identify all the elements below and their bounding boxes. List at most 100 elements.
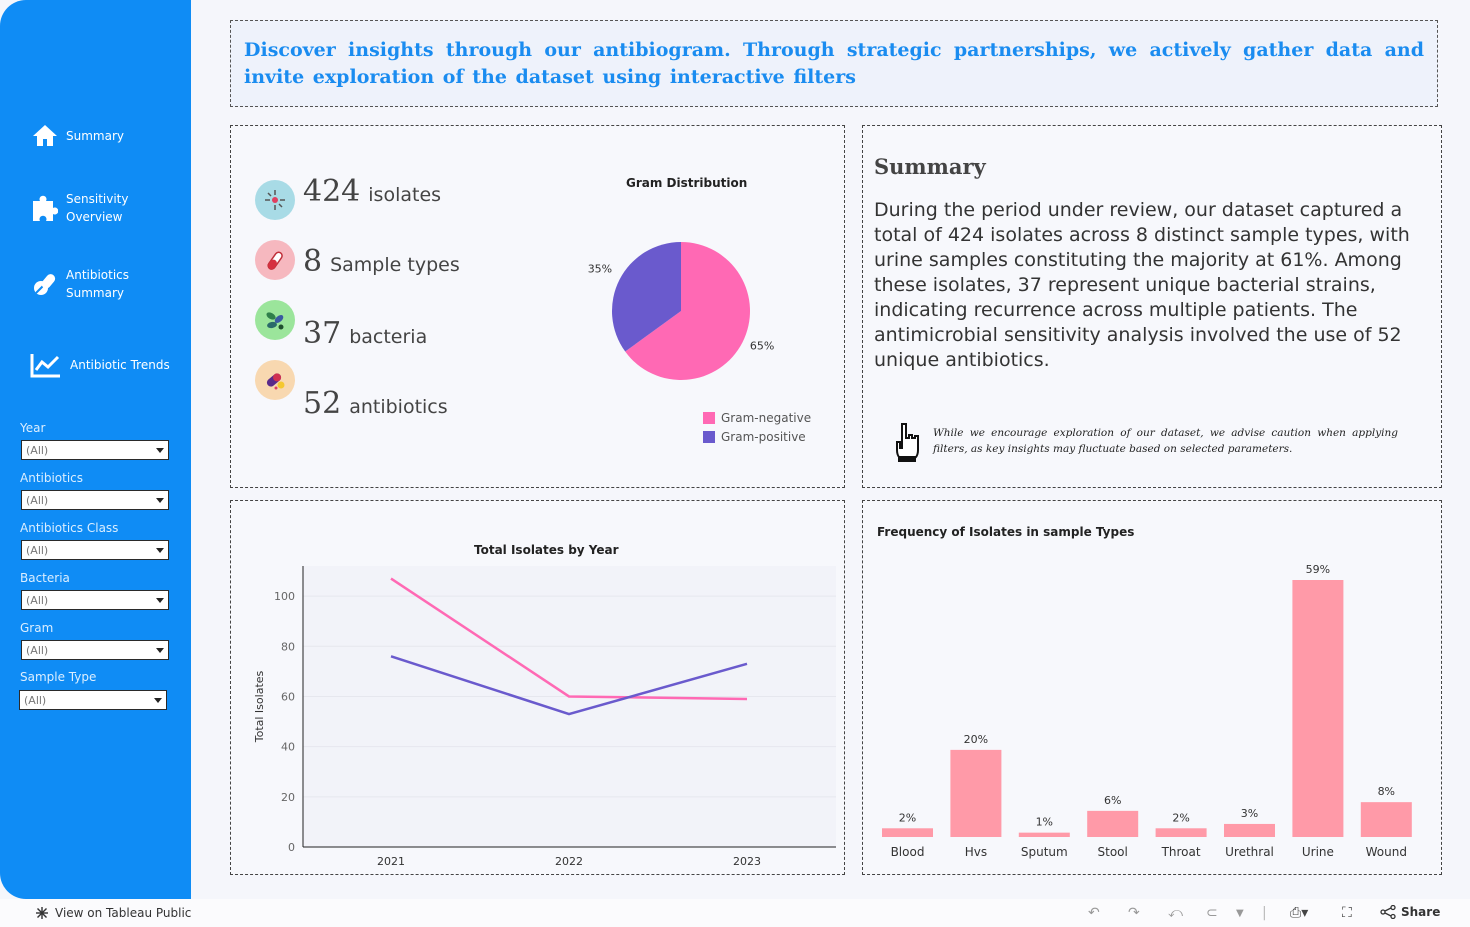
tableau-logo-icon [36, 907, 48, 919]
filter-antibiotics-label: Antibiotics [20, 471, 84, 485]
x-tick-label: 2023 [733, 855, 761, 868]
stat-isolates: 424 isolates [303, 174, 441, 209]
summary-panel: Summary During the period under review, … [862, 125, 1442, 488]
share-button[interactable]: Share [1380, 905, 1440, 919]
bar-category-label: Throat [1161, 845, 1201, 859]
bar-value-label: 1% [1036, 816, 1053, 829]
stat-antibiotics-label: antibiotics [349, 396, 448, 418]
bar-urine[interactable] [1292, 580, 1344, 837]
nav-summary[interactable]: Summary [32, 124, 124, 148]
y-tick-label: 20 [281, 791, 295, 804]
y-tick-label: 60 [281, 690, 295, 703]
bar-category-label: Blood [891, 845, 925, 859]
bar-hvs[interactable] [950, 749, 1002, 837]
legend-gram-negative[interactable]: Gram-negative [703, 411, 811, 425]
download-icon[interactable]: ⎙▾ [1290, 905, 1309, 921]
stat-sample-types: 8 Sample types [303, 244, 460, 279]
bar-category-label: Stool [1098, 845, 1128, 859]
bar-wound[interactable] [1360, 802, 1412, 837]
undo-icon[interactable]: ↶ [1088, 905, 1100, 921]
y-tick-label: 40 [281, 741, 295, 754]
nav-antibiotics-summary[interactable]: Antibiotics Summary [32, 266, 129, 302]
bar-category-label: Wound [1366, 845, 1407, 859]
filter-year-select[interactable]: (All) [21, 440, 169, 460]
pie-slice-gram-positive[interactable] [612, 242, 681, 352]
sample-types-panel: Frequency of Isolates in sample Types 2%… [862, 500, 1442, 875]
chevron-down-icon [156, 447, 164, 453]
trend-chart-icon [30, 354, 60, 378]
puzzle-icon [33, 195, 58, 221]
hand-pointing-icon [896, 423, 919, 462]
bar-category-label: Urethral [1225, 845, 1274, 859]
filter-bacteria-select[interactable]: (All) [21, 590, 169, 610]
bar-urethral[interactable] [1224, 823, 1275, 837]
chevron-down-icon [156, 547, 164, 553]
chevron-down-icon [156, 597, 164, 603]
x-tick-label: 2022 [555, 855, 583, 868]
bar-blood[interactable] [882, 828, 933, 837]
filter-bacteria-label: Bacteria [20, 571, 70, 585]
stat-antibiotics-number: 52 [303, 386, 342, 421]
series-line-gram-negative[interactable] [390, 577, 748, 701]
bar-sputum[interactable] [1018, 832, 1070, 837]
gram-distribution-pie[interactable]: 65% 35% [581, 226, 811, 396]
refresh-icon[interactable]: ⊂ [1206, 905, 1218, 921]
filter-gram-select[interactable]: (All) [21, 640, 169, 660]
stat-antibiotics: 52 antibiotics [303, 386, 448, 421]
sample-types-chart[interactable]: 2% Blood 20% Hvs 1% Sputum 6% Stool 2% Throat 3% Ur… [863, 551, 1441, 871]
series-line-gram-positive[interactable] [390, 655, 748, 716]
bar-value-label: 3% [1241, 807, 1258, 820]
chevron-down-icon [156, 497, 164, 503]
gram-legend: Gram-negative Gram-positive [703, 411, 811, 449]
bar-stool[interactable] [1087, 810, 1139, 837]
filter-antibiotics-class-select[interactable]: (All) [21, 540, 169, 560]
legend-gram-negative-label: Gram-negative [721, 411, 812, 425]
legend-gram-positive[interactable]: Gram-positive [703, 430, 811, 444]
bar-category-label: Hvs [965, 845, 987, 859]
filter-year-label: Year [20, 421, 46, 435]
footer-toolbar: View on Tableau Public ↶ ↷ ⤺ ⊂ ▼ | ⎙▾ ⛶ … [0, 899, 1470, 927]
isolates-by-year-chart[interactable]: 0 20 40 60 80 100 2021 2022 2023 Total Isolates [231, 561, 844, 874]
bar-value-label: 2% [1172, 811, 1189, 824]
filter-gram-label: Gram [20, 621, 54, 635]
filter-sample-type-value: (All) [24, 693, 47, 707]
home-icon [33, 125, 57, 146]
nav-summary-label: Summary [66, 129, 124, 143]
sidebar: Summary Sensitivity Overview Antibiotics… [0, 0, 191, 899]
stat-bacteria-label: bacteria [349, 326, 428, 348]
nav-antibiotic-trends-label: Antibiotic Trends [70, 358, 170, 372]
fullscreen-icon[interactable]: ⛶ [1342, 905, 1352, 921]
nav-antibiotics-summary-label: Antibiotics Summary [66, 268, 130, 300]
bar-value-label: 20% [964, 733, 988, 746]
bar-throat[interactable] [1155, 828, 1207, 837]
summary-body: During the period under review, our data… [874, 199, 1410, 371]
pause-dropdown-icon[interactable]: ▼ [1236, 908, 1244, 919]
intro-banner-text: Discover insights through our antibiogra… [244, 39, 1424, 88]
plot-area [303, 566, 836, 847]
nav-antibiotic-trends[interactable]: Antibiotic Trends [30, 352, 170, 378]
stat-sample-types-number: 8 [303, 244, 323, 279]
stat-isolates-number: 424 [303, 174, 361, 209]
stat-bacteria-number: 37 [303, 316, 342, 351]
nav-sensitivity-overview[interactable]: Sensitivity Overview [30, 190, 128, 226]
stat-isolates-label: isolates [368, 184, 442, 206]
isolates-by-year-panel: Total Isolates by Year 0 20 40 60 80 100 2021 2… [230, 500, 845, 875]
filter-sample-type-label: Sample Type [20, 670, 97, 684]
filter-antibiotics-select[interactable]: (All) [21, 490, 169, 510]
filter-sample-type-select[interactable]: (All) [19, 690, 167, 710]
bar-value-label: 6% [1104, 794, 1121, 807]
stat-bacteria: 37 bacteria [303, 316, 427, 351]
y-axis-title: Total Isolates [253, 670, 266, 743]
filter-antibiotics-value: (All) [26, 493, 49, 507]
bar-value-label: 2% [899, 811, 916, 824]
revert-icon[interactable]: ⤺ [1168, 905, 1183, 921]
isolates-by-year-title: Total Isolates by Year [474, 543, 619, 557]
filter-year-value: (All) [26, 443, 49, 457]
redo-icon[interactable]: ↷ [1128, 905, 1140, 921]
pie-label: 35% [588, 262, 612, 275]
bar-category-label: Urine [1302, 845, 1334, 859]
capsule-icon [255, 360, 295, 400]
pie-slice-gram-negative[interactable] [625, 242, 750, 381]
view-on-tableau-link[interactable]: View on Tableau Public [34, 905, 191, 921]
